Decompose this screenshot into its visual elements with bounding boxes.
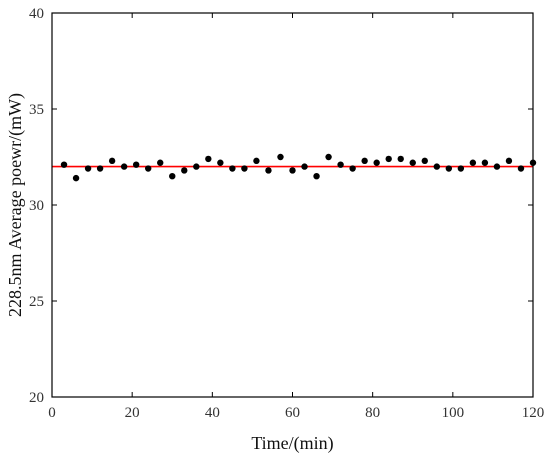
data-point [253,157,260,165]
data-point [217,159,224,166]
data-point [169,173,176,180]
data-point [108,157,116,165]
data-point [385,155,392,163]
x-tick-label: 100 [442,405,465,421]
x-tick-label: 120 [522,405,545,421]
y-tick-label: 20 [29,390,44,406]
x-tick-label: 40 [205,405,220,421]
data-point [181,167,188,174]
data-point [289,167,296,174]
x-axis-label: Time/(min) [251,433,333,454]
y-tick-label: 35 [29,102,44,118]
data-point [397,155,404,163]
x-tick-label: 80 [365,405,380,421]
data-point [193,163,200,170]
x-tick-label: 60 [285,405,300,421]
y-tick-label: 40 [29,6,44,22]
data-point [481,159,489,166]
plot-frame [51,12,534,398]
data-point [517,165,525,172]
data-point [205,155,212,163]
data-point [241,165,248,172]
data-point [505,157,513,165]
data-point [445,165,453,172]
data-point [84,165,92,172]
x-tick-label: 0 [48,405,56,421]
data-point [120,163,128,170]
y-tick-label: 25 [29,294,44,310]
data-point [349,165,356,172]
y-tick-label: 30 [29,198,44,214]
data-point [96,165,104,172]
plot-area [52,153,537,182]
data-point [60,161,68,168]
data-point [313,173,320,180]
data-point [301,163,308,170]
data-point [457,165,465,172]
data-point [337,161,344,168]
data-point [157,159,164,166]
data-point [421,157,428,165]
data-point [469,159,477,166]
data-point [325,153,332,161]
data-point [409,159,416,166]
y-axis-label: 228.5nm Average poewr/(mW) [5,93,26,317]
data-point [493,163,501,170]
data-point [132,161,140,168]
data-point [229,165,236,172]
x-tick-label: 20 [125,405,140,421]
data-point [72,174,80,182]
data-point [373,159,380,166]
data-point [265,167,272,174]
data-point [361,157,368,165]
data-point [145,165,152,172]
data-point [433,163,440,170]
data-point [277,153,284,161]
